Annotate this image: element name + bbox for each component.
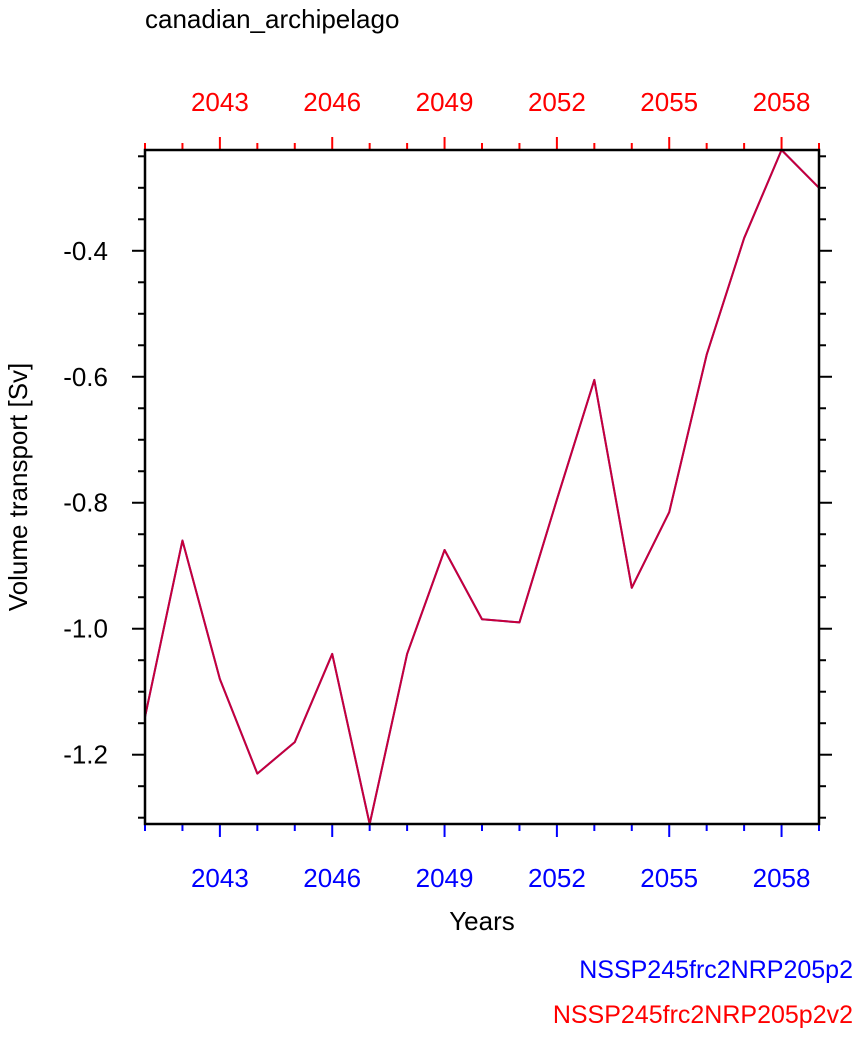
y-tick-labels: -1.2 -1.0 -0.8 -0.6 -0.4	[63, 236, 108, 770]
y-tick-label: -1.2	[63, 740, 108, 770]
x-tick-label-bottom: 2058	[753, 863, 811, 893]
x-tick-label-bottom: 2049	[416, 863, 474, 893]
series-line-1	[144, 149, 820, 825]
x-tick-label-bottom: 2052	[528, 863, 586, 893]
y-tick-label: -1.0	[63, 614, 108, 644]
legend-entry-series-1: NSSP245frc2NRP205p2	[579, 956, 853, 984]
y-axis-label: Volume transport [Sv]	[3, 363, 33, 612]
x-tick-label-bottom: 2055	[640, 863, 698, 893]
plot-frame	[143, 148, 821, 826]
y-tick-label: -0.6	[63, 362, 108, 392]
x-tick-label-top: 2055	[640, 87, 698, 117]
series-line-2	[144, 149, 820, 825]
x-tick-label-top: 2049	[416, 87, 474, 117]
x-tick-labels-bottom: 2043 2046 2049 2052 2055 2058	[191, 863, 811, 893]
chart-title: canadian_archipelago	[145, 4, 399, 34]
x-axis-label: Years	[449, 906, 515, 936]
x-tick-label-top: 2043	[191, 87, 249, 117]
x-tick-label-top: 2058	[753, 87, 811, 117]
x-tick-label-bottom: 2046	[303, 863, 361, 893]
x-tick-labels-top: 2043 2046 2049 2052 2055 2058	[191, 87, 811, 117]
y-tick-label: -0.4	[63, 236, 108, 266]
x-tick-label-top: 2052	[528, 87, 586, 117]
axis-ticks	[132, 137, 832, 837]
legend-entry-series-2: NSSP245frc2NRP205p2v2	[553, 1001, 853, 1029]
x-tick-label-bottom: 2043	[191, 863, 249, 893]
series-lines	[144, 149, 820, 825]
y-tick-label: -0.8	[63, 488, 108, 518]
x-tick-label-top: 2046	[303, 87, 361, 117]
